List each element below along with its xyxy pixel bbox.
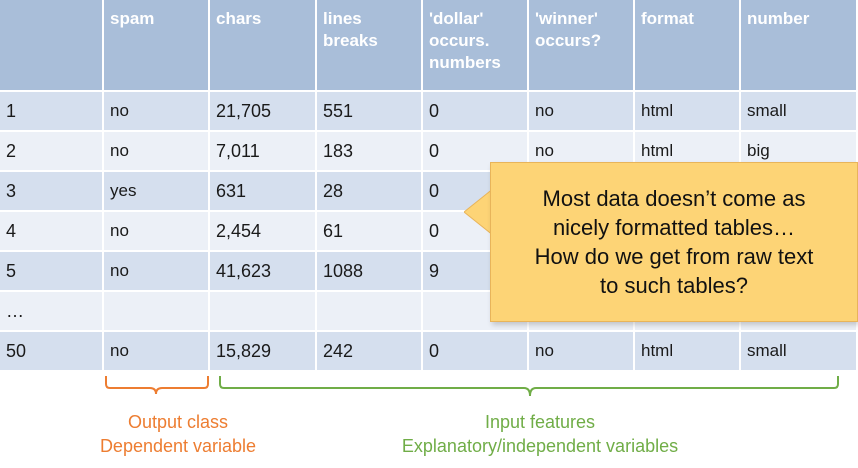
callout-text: Most data doesn’t come as nicely formatt… <box>534 186 814 298</box>
output-class-label: Output class Dependent variable <box>48 410 308 458</box>
table-cell: html <box>635 90 741 130</box>
callout-box: Most data doesn’t come as nicely formatt… <box>490 162 858 322</box>
table-cell: 2 <box>0 130 104 170</box>
table-cell <box>210 290 317 330</box>
table-cell: 1088 <box>317 250 423 290</box>
table-cell: 15,829 <box>210 330 317 370</box>
output-label-line1: Output class <box>127 412 229 432</box>
table-row: 50 no 15,829 242 0 no html small <box>0 330 858 370</box>
table-cell: 0 <box>423 90 529 130</box>
header-cell: 'dollar' occurs. numbers <box>423 0 529 90</box>
table-row: 1 no 21,705 551 0 no html small <box>0 90 858 130</box>
table-cell: small <box>741 90 858 130</box>
header-cell: number <box>741 0 858 90</box>
input-label-line2: Explanatory/independent variables <box>401 436 679 456</box>
table-cell: 28 <box>317 170 423 210</box>
table-cell: no <box>104 210 210 250</box>
table-cell: 3 <box>0 170 104 210</box>
header-cell: format <box>635 0 741 90</box>
table-cell: 5 <box>0 250 104 290</box>
header-cell: lines breaks <box>317 0 423 90</box>
table-cell: no <box>104 330 210 370</box>
table-cell <box>104 290 210 330</box>
table-cell: 551 <box>317 90 423 130</box>
header-cell <box>0 0 104 90</box>
table-cell: small <box>741 330 858 370</box>
table-cell: no <box>529 90 635 130</box>
table-cell: 0 <box>423 130 529 170</box>
table-cell: 631 <box>210 170 317 210</box>
header-cell: spam <box>104 0 210 90</box>
table-cell: no <box>104 90 210 130</box>
output-bracket <box>105 376 209 395</box>
table-cell: … <box>0 290 104 330</box>
input-bracket <box>219 376 839 397</box>
header-row: spam chars lines breaks 'dollar' occurs.… <box>0 0 858 90</box>
input-label-line1: Input features <box>484 412 596 432</box>
input-features-label: Input features Explanatory/independent v… <box>330 410 750 458</box>
table-cell: 7,011 <box>210 130 317 170</box>
table-cell: 50 <box>0 330 104 370</box>
bracket-annotations <box>105 376 839 397</box>
table-cell: no <box>104 250 210 290</box>
table-cell: 1 <box>0 90 104 130</box>
table-cell <box>317 290 423 330</box>
table-cell: 183 <box>317 130 423 170</box>
table-cell: 61 <box>317 210 423 250</box>
table-cell: 242 <box>317 330 423 370</box>
table-cell: no <box>529 330 635 370</box>
table-cell: 0 <box>423 330 529 370</box>
table-cell: html <box>635 330 741 370</box>
table-cell: no <box>104 130 210 170</box>
table-cell: 2,454 <box>210 210 317 250</box>
header-cell: chars <box>210 0 317 90</box>
table-cell: 4 <box>0 210 104 250</box>
output-label-line2: Dependent variable <box>99 436 257 456</box>
table-cell: yes <box>104 170 210 210</box>
table-cell: 41,623 <box>210 250 317 290</box>
table-cell: 21,705 <box>210 90 317 130</box>
header-cell: 'winner' occurs? <box>529 0 635 90</box>
